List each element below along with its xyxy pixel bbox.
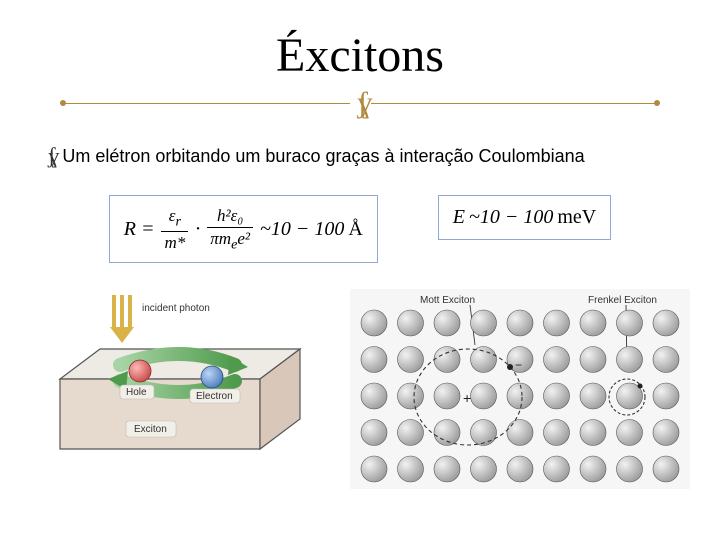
formula2-unit: meV xyxy=(557,206,596,229)
formula1-tail: ~10 − 100 xyxy=(260,218,344,241)
atom-icon xyxy=(544,420,570,446)
incident-photon-label: incident photon xyxy=(142,303,210,314)
atom-icon xyxy=(361,347,387,373)
atom-icon xyxy=(361,420,387,446)
atom-icon xyxy=(398,420,424,446)
atom-icon xyxy=(653,310,679,336)
atom-icon xyxy=(471,310,497,336)
atom-icon xyxy=(398,310,424,336)
atom-icon xyxy=(580,383,606,409)
atom-icon xyxy=(580,420,606,446)
formula-energy: E ~10 − 100 meV xyxy=(438,195,611,240)
formula2-tail: ~10 − 100 xyxy=(469,206,553,229)
atom-icon xyxy=(434,310,460,336)
bullet-item: ʃɣ Um elétron orbitando um buraco graças… xyxy=(48,143,680,169)
formula1-lhs: R = xyxy=(124,218,155,241)
atom-icon xyxy=(507,456,533,482)
exciton-lattice-diagram: Mott Exciton Frenkel Exciton + − xyxy=(350,289,690,489)
atom-icon xyxy=(617,310,643,336)
incident-photon-arrow-icon xyxy=(110,295,134,343)
atom-icon xyxy=(653,456,679,482)
atom-icon xyxy=(544,347,570,373)
atom-icon xyxy=(471,383,497,409)
atom-icon xyxy=(434,347,460,373)
formula2-lhs: E xyxy=(453,206,465,229)
hole-icon xyxy=(129,360,151,382)
mott-charge-minus: − xyxy=(515,358,522,372)
atom-icon xyxy=(580,347,606,373)
atom-icon xyxy=(507,383,533,409)
atom-icon xyxy=(580,456,606,482)
frenkel-label: Frenkel Exciton xyxy=(588,295,657,306)
atom-icon xyxy=(507,310,533,336)
formula-row: R = εr m* · h²ε₀ πmee² ~10 − 100Å E ~10 … xyxy=(0,195,720,263)
formula-radius: R = εr m* · h²ε₀ πmee² ~10 − 100Å xyxy=(109,195,378,263)
bullet-text: Um elétron orbitando um buraco graças à … xyxy=(62,146,584,167)
exciton-3d-diagram: incident photon Hole Electron Exciton xyxy=(30,289,320,489)
atom-icon xyxy=(653,347,679,373)
atom-icon xyxy=(653,383,679,409)
atom-icon xyxy=(361,310,387,336)
atom-icon xyxy=(580,310,606,336)
electron-icon xyxy=(201,366,223,388)
atom-icon xyxy=(361,456,387,482)
atom-icon xyxy=(617,347,643,373)
atom-icon xyxy=(653,420,679,446)
atom-icon xyxy=(471,420,497,446)
atom-icon xyxy=(544,383,570,409)
atom-icon xyxy=(507,420,533,446)
title-divider: ʃɣ xyxy=(60,91,660,115)
atom-icon xyxy=(361,383,387,409)
atom-lattice xyxy=(361,310,679,482)
page-title: Éxcitons xyxy=(0,0,720,83)
flourish-icon: ʃɣ xyxy=(358,91,363,115)
atom-icon xyxy=(544,310,570,336)
atom-icon xyxy=(544,456,570,482)
mott-label: Mott Exciton xyxy=(420,295,475,306)
atom-icon xyxy=(471,347,497,373)
exciton-label: Exciton xyxy=(134,424,167,435)
atom-icon xyxy=(434,383,460,409)
mott-charge-plus: + xyxy=(463,390,471,406)
atom-icon xyxy=(471,456,497,482)
atom-icon xyxy=(398,456,424,482)
hole-label: Hole xyxy=(126,387,147,398)
atom-icon xyxy=(398,383,424,409)
divider-line-left xyxy=(60,103,350,104)
atom-icon xyxy=(434,456,460,482)
diagrams-row: incident photon Hole Electron Exciton xyxy=(30,289,690,489)
atom-icon xyxy=(398,347,424,373)
atom-icon xyxy=(617,456,643,482)
electron-label: Electron xyxy=(196,391,233,402)
divider-line-right xyxy=(371,103,661,104)
bullet-icon: ʃɣ xyxy=(48,143,52,169)
atom-icon xyxy=(617,420,643,446)
